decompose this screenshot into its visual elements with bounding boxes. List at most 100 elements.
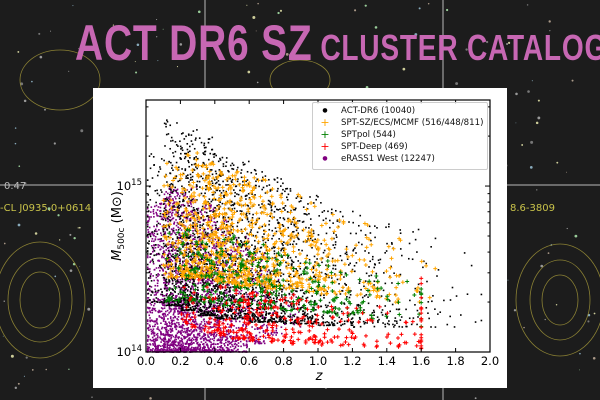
data-point xyxy=(240,310,243,313)
data-point xyxy=(259,250,261,253)
data-point xyxy=(169,310,172,313)
data-point xyxy=(215,267,218,269)
data-point xyxy=(192,348,194,351)
data-point xyxy=(322,317,324,320)
data-point xyxy=(175,349,177,351)
data-point xyxy=(359,214,362,217)
data-point xyxy=(231,296,234,298)
data-point xyxy=(325,324,328,327)
data-point xyxy=(148,329,150,331)
data-point xyxy=(205,188,207,191)
data-point xyxy=(302,310,304,313)
data-point xyxy=(262,254,265,256)
data-point xyxy=(282,244,284,247)
data-point xyxy=(386,322,389,325)
data-point xyxy=(300,273,302,276)
data-point xyxy=(177,304,179,307)
data-point xyxy=(288,305,290,308)
data-point xyxy=(179,179,181,182)
data-point xyxy=(264,337,267,339)
data-point xyxy=(240,289,243,292)
data-point xyxy=(165,310,167,313)
data-point xyxy=(220,233,223,236)
data-point xyxy=(234,243,237,245)
data-point xyxy=(213,156,215,158)
data-point xyxy=(372,322,374,324)
data-point xyxy=(303,213,306,215)
data-point xyxy=(281,224,284,226)
data-point xyxy=(201,348,204,351)
data-point xyxy=(177,349,180,351)
data-point xyxy=(167,282,170,284)
data-point xyxy=(178,234,181,236)
data-point xyxy=(374,263,376,266)
data-point xyxy=(199,345,201,347)
data-point xyxy=(305,297,308,300)
data-point xyxy=(214,198,217,201)
data-point xyxy=(165,289,168,292)
data-point xyxy=(217,320,219,322)
data-point xyxy=(153,244,156,247)
data-point xyxy=(391,243,393,245)
data-point xyxy=(171,191,173,194)
data-point xyxy=(190,265,193,267)
data-point xyxy=(289,273,292,275)
data-point xyxy=(258,185,260,188)
data-point xyxy=(192,227,194,229)
data-point xyxy=(228,284,230,286)
star xyxy=(593,312,596,315)
data-point xyxy=(247,319,250,322)
data-point xyxy=(230,252,233,255)
data-point xyxy=(186,303,189,305)
data-point xyxy=(146,247,149,250)
data-point xyxy=(170,337,172,340)
data-point xyxy=(382,289,385,292)
data-point xyxy=(293,306,295,308)
data-point xyxy=(169,243,172,246)
data-point xyxy=(252,280,255,283)
data-point xyxy=(188,322,190,325)
data-point xyxy=(190,278,193,280)
data-point xyxy=(250,320,252,322)
data-point xyxy=(229,177,232,180)
data-point xyxy=(214,313,216,316)
data-point xyxy=(211,309,213,311)
data-point xyxy=(287,315,290,318)
data-point xyxy=(210,277,213,280)
star xyxy=(68,70,70,72)
data-point xyxy=(208,236,211,239)
data-point xyxy=(385,226,387,229)
data-point xyxy=(181,329,183,332)
data-point xyxy=(215,213,217,215)
data-point xyxy=(149,325,151,328)
data-point xyxy=(154,246,157,249)
data-point xyxy=(313,275,316,278)
data-point xyxy=(216,319,218,322)
data-point xyxy=(284,299,287,302)
data-point xyxy=(202,223,205,225)
data-point xyxy=(245,198,247,200)
data-point xyxy=(186,196,189,198)
data-point xyxy=(171,209,174,212)
data-point xyxy=(246,253,248,256)
data-point xyxy=(152,262,155,265)
data-point xyxy=(182,312,185,314)
data-point xyxy=(239,305,242,307)
star xyxy=(536,189,538,191)
data-point xyxy=(243,344,245,347)
data-point xyxy=(159,223,161,225)
data-point xyxy=(285,294,287,297)
data-point xyxy=(173,297,175,299)
data-point xyxy=(148,307,151,310)
data-point xyxy=(171,282,174,285)
data-point xyxy=(177,347,180,349)
data-point xyxy=(221,202,224,205)
data-point xyxy=(160,333,162,336)
data-point xyxy=(214,285,216,288)
star xyxy=(156,18,158,21)
data-point xyxy=(179,301,182,304)
data-point xyxy=(154,343,156,346)
data-point xyxy=(252,315,254,318)
data-point xyxy=(189,307,192,309)
data-point xyxy=(218,339,220,342)
